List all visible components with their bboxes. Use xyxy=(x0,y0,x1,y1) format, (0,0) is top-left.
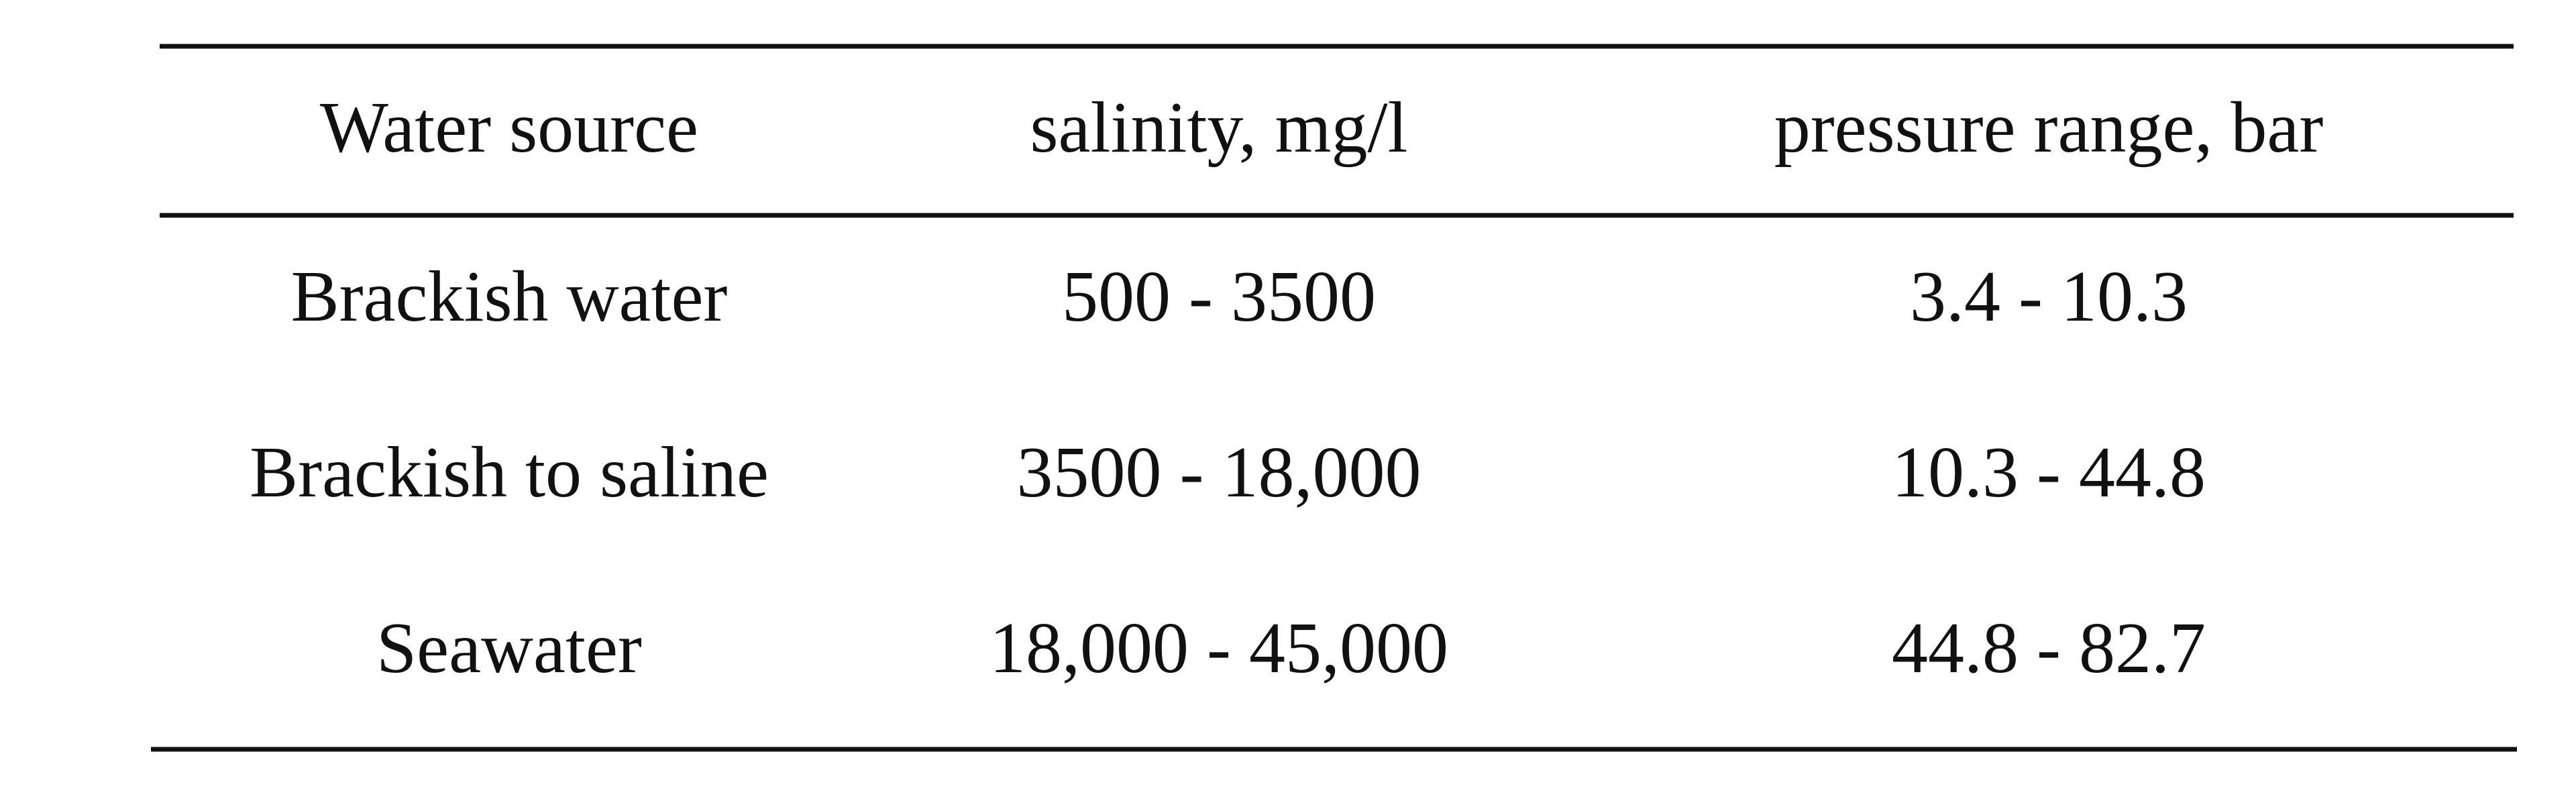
table-cell: Brackish water xyxy=(291,257,728,337)
header-cell: pressure range, bar xyxy=(1774,88,2324,168)
table-cell: 3.4 - 10.3 xyxy=(1910,257,2188,337)
header-cell: salinity, mg/l xyxy=(1030,88,1408,168)
table-cell: 18,000 - 45,000 xyxy=(989,608,1448,688)
table-cell: 10.3 - 44.8 xyxy=(1892,433,2206,512)
table-cell: 3500 - 18,000 xyxy=(1017,433,1421,512)
cells: Water source salinity, mg/l pressure range… xyxy=(250,88,2323,688)
table-cell: Seawater xyxy=(376,608,642,688)
table-cell: 44.8 - 82.7 xyxy=(1892,608,2206,688)
table-cell: Brackish to saline xyxy=(250,433,769,512)
header-cell: Water source xyxy=(320,88,698,168)
table-cell: 500 - 3500 xyxy=(1062,257,1376,337)
